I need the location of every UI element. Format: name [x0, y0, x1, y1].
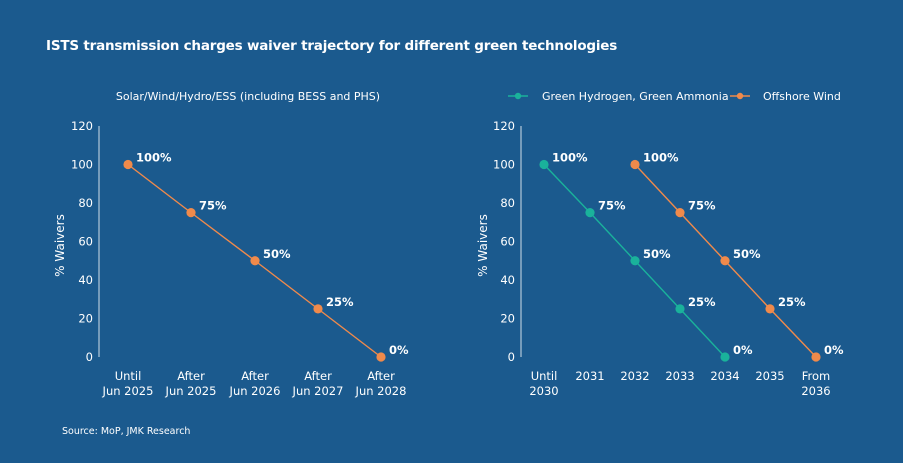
data-point: [765, 304, 775, 314]
y-tick-label: 120: [71, 119, 93, 133]
data-label: 50%: [263, 247, 291, 261]
x-tick-label-line: Until: [531, 369, 558, 383]
y-tick-label: 80: [500, 196, 515, 210]
x-tick-label-line: 2034: [710, 369, 739, 383]
x-tick-label-line: After: [304, 369, 332, 383]
data-point: [313, 304, 323, 314]
x-tick-label: Until Jun 2025: [102, 369, 154, 398]
data-label: 100%: [136, 151, 172, 165]
y-tick-label: 60: [500, 235, 515, 249]
x-tick-label-line: Jun 2025: [165, 384, 217, 398]
y-tick-label: 100: [493, 158, 515, 172]
source-note: Source: MoP, JMK Research: [62, 426, 191, 437]
y-tick-label: 0: [86, 350, 93, 364]
data-label: 0%: [733, 343, 753, 357]
x-tick-label-line: Jun 2026: [229, 384, 281, 398]
chart-subtitle: Solar/Wind/Hydro/ESS (including BESS and…: [116, 90, 380, 103]
y-axis-label: % Waivers: [476, 214, 490, 277]
data-point: [630, 256, 640, 266]
x-tick-label-line: Until: [115, 369, 142, 383]
x-tick-label-line: 2035: [755, 369, 784, 383]
data-label: 0%: [389, 343, 409, 357]
data-point: [539, 159, 549, 170]
y-tick-label: 120: [493, 119, 515, 133]
data-label: 25%: [778, 295, 806, 309]
data-point: [720, 256, 730, 266]
x-tick-label: 2032: [620, 369, 649, 383]
y-tick-label: 60: [78, 235, 93, 249]
x-tick-label: 2034: [710, 369, 739, 383]
x-tick-label-line: After: [177, 369, 205, 383]
y-tick-label: 40: [500, 273, 515, 287]
data-point: [585, 208, 595, 218]
y-tick-label: 40: [78, 273, 93, 287]
x-tick-label: After Jun 2028: [355, 369, 407, 398]
data-point: [186, 208, 196, 218]
y-tick-label: 20: [78, 312, 93, 326]
x-tick-label: From 2036: [801, 369, 830, 398]
x-tick-label: After Jun 2025: [165, 369, 217, 398]
x-tick-label: Until 2030: [529, 369, 558, 398]
x-tick-label-line: 2036: [801, 384, 830, 398]
data-point: [675, 208, 685, 218]
x-tick-label: After Jun 2026: [229, 369, 281, 398]
data-label: 75%: [688, 199, 716, 213]
data-label: 100%: [552, 151, 588, 165]
x-tick-label: 2031: [575, 369, 604, 383]
data-label: 50%: [643, 247, 671, 261]
x-tick-label-line: 2031: [575, 369, 604, 383]
data-label: 75%: [598, 199, 626, 213]
data-point: [630, 159, 640, 170]
data-point: [675, 304, 685, 314]
data-point: [811, 352, 821, 362]
x-tick-label-line: 2033: [665, 369, 694, 383]
data-point: [250, 256, 260, 266]
y-tick-label: 20: [500, 312, 515, 326]
x-tick-label-line: After: [241, 369, 269, 383]
legend-label: Green Hydrogen, Green Ammonia: [542, 90, 729, 103]
x-tick-label-line: From: [802, 369, 831, 383]
data-label: 25%: [688, 295, 716, 309]
x-tick-label: 2033: [665, 369, 694, 383]
x-tick-label-line: Jun 2028: [355, 384, 407, 398]
data-point: [123, 159, 133, 170]
data-label: 75%: [199, 199, 227, 213]
legend-marker: [736, 92, 744, 100]
y-axis-label: % Waivers: [53, 214, 67, 277]
x-tick-label: 2035: [755, 369, 784, 383]
data-label: 0%: [824, 343, 844, 357]
data-point: [376, 352, 386, 362]
legend-marker: [514, 92, 522, 100]
data-label: 50%: [733, 247, 761, 261]
legend-label: Offshore Wind: [763, 90, 841, 103]
x-tick-label-line: Jun 2025: [102, 384, 154, 398]
data-point: [720, 352, 730, 362]
y-tick-label: 80: [78, 196, 93, 210]
y-tick-label: 0: [508, 350, 515, 364]
data-label: 25%: [326, 295, 354, 309]
x-tick-label-line: 2032: [620, 369, 649, 383]
x-tick-label: After Jun 2027: [292, 369, 344, 398]
x-tick-label-line: Jun 2027: [292, 384, 344, 398]
y-tick-label: 100: [71, 158, 93, 172]
x-tick-label-line: 2030: [529, 384, 558, 398]
data-label: 100%: [643, 151, 679, 165]
page-title: ISTS transmission charges waiver traject…: [46, 38, 618, 54]
x-tick-label-line: After: [367, 369, 395, 383]
